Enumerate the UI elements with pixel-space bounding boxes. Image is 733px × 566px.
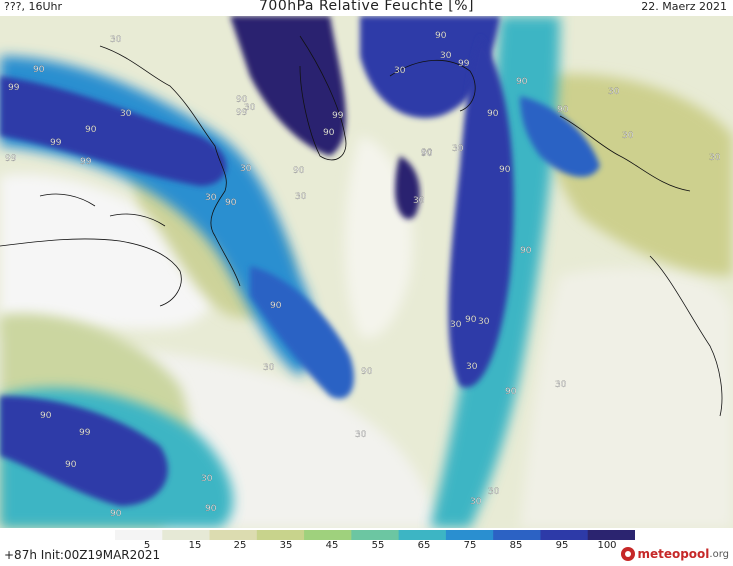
valid-date-label: 22. Maerz 2021 xyxy=(641,0,727,13)
contour-label: 99 xyxy=(50,138,62,148)
contour-label: 90 xyxy=(557,105,569,115)
colorbar-swatch xyxy=(304,530,352,540)
coastlines xyxy=(0,35,723,417)
logo-name: meteopool xyxy=(637,547,710,561)
contour-label: 90 xyxy=(33,65,45,75)
colorbar-tick-label: 5 xyxy=(143,540,151,551)
colorbar-tick-label: 95 xyxy=(555,540,569,551)
humidity-field xyxy=(0,16,733,528)
contour-labels: 3090999030909930993099903099903099909990… xyxy=(5,31,721,519)
contour-label: 30 xyxy=(709,153,721,163)
contour-label: 30 xyxy=(120,109,132,119)
contour-label: 90 xyxy=(421,149,433,159)
contour-label: 30 xyxy=(470,497,482,507)
valid-time-label: ???, 16Uhr xyxy=(4,0,63,13)
model-run-label: +87h Init:00Z19MAR2021 xyxy=(4,548,161,562)
colorbar-tick-label: 55 xyxy=(371,540,385,551)
contour-label: 30 xyxy=(394,66,406,76)
contour-label: 30 xyxy=(295,192,307,202)
contour-label: 90 xyxy=(520,246,532,256)
contour-label: 99 xyxy=(79,428,91,438)
contour-label: 30 xyxy=(440,51,452,61)
logo-tld: .org xyxy=(709,548,729,560)
contour-label: 90 xyxy=(293,166,305,176)
colorbar-swatch xyxy=(587,530,635,540)
contour-label: 90 xyxy=(361,367,373,377)
contour-label: 30 xyxy=(263,363,275,373)
contour-label: 30 xyxy=(110,35,122,45)
contour-label: 90 xyxy=(65,460,77,470)
contour-label: 90 xyxy=(516,77,528,87)
contour-label: 30 xyxy=(201,474,213,484)
colorbar-swatch xyxy=(351,530,400,540)
colorbar-tick-label: 65 xyxy=(417,540,431,551)
contour-label: 30 xyxy=(555,380,567,390)
contour-label: 99 xyxy=(80,157,92,167)
contour-label: 90 xyxy=(85,125,97,135)
map-title: 700hPa Relative Feuchte [%] xyxy=(259,0,474,14)
contour-label: 30 xyxy=(452,144,464,154)
colorbar-tick-label: 100 xyxy=(597,540,617,551)
contour-label: 30 xyxy=(478,317,490,327)
colorbar xyxy=(115,530,635,540)
contour-label: 30 xyxy=(205,193,217,203)
contour-label: 30 xyxy=(608,87,620,97)
colorbar-ticks: 5 15 25 35 45 55 65 75 85 95 100 xyxy=(0,540,733,554)
contour-label: 90 xyxy=(421,148,433,158)
contour-label: 90 xyxy=(110,509,122,519)
colorbar-swatch xyxy=(445,530,494,540)
contour-label: 99 xyxy=(236,108,248,118)
contour-label: 90 xyxy=(270,301,282,311)
colorbar-swatch xyxy=(493,530,541,540)
colorbar-tick-label: 35 xyxy=(279,540,293,551)
contour-label: 90 xyxy=(323,128,335,138)
meteopool-logo: meteopool .org xyxy=(621,546,729,562)
colorbar-tick-label: 75 xyxy=(463,540,477,551)
contour-label: 30 xyxy=(413,196,425,206)
contour-label: 90 xyxy=(236,95,248,105)
colorbar-swatch xyxy=(540,530,589,540)
colorbar-tick-label: 85 xyxy=(509,540,523,551)
contour-label: 30 xyxy=(244,103,256,113)
humidity-map: 3090999030909930993099903099903099909990… xyxy=(0,16,733,528)
contour-label: 99 xyxy=(8,83,20,93)
colorbar-swatch xyxy=(162,530,211,540)
contour-label: 90 xyxy=(505,387,517,397)
colorbar-swatch xyxy=(209,530,258,540)
contour-label: 99 xyxy=(332,111,344,121)
colorbar-swatch xyxy=(398,530,447,540)
contour-label: 90 xyxy=(225,198,237,208)
contour-label: 99 xyxy=(5,154,17,164)
colorbar-tick-label: 25 xyxy=(233,540,247,551)
contour-label: 90 xyxy=(499,165,511,175)
contour-label: 30 xyxy=(450,320,462,330)
colorbar-tick-label: 15 xyxy=(188,540,202,551)
contour-label: 90 xyxy=(487,109,499,119)
contour-label: 30 xyxy=(488,487,500,497)
contour-label: 30 xyxy=(240,164,252,174)
colorbar-swatch xyxy=(115,530,163,540)
contour-label: 90 xyxy=(205,504,217,514)
contour-label: 90 xyxy=(465,315,477,325)
colorbar-tick-label: 45 xyxy=(325,540,339,551)
chart-header: ???, 16Uhr 700hPa Relative Feuchte [%] 2… xyxy=(0,0,733,16)
contour-label: 30 xyxy=(622,131,634,141)
colorbar-swatch xyxy=(256,530,305,540)
contour-label: 99 xyxy=(458,59,470,69)
contour-label: 90 xyxy=(40,411,52,421)
contour-label: 90 xyxy=(435,31,447,41)
contour-label: 30 xyxy=(355,430,367,440)
contour-label: 30 xyxy=(466,362,478,372)
globe-icon xyxy=(621,547,636,561)
